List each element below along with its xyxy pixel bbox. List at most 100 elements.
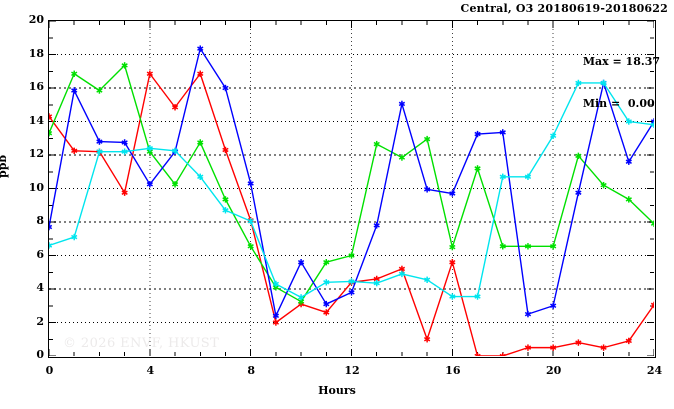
data-point-marker <box>297 259 305 266</box>
data-point-marker <box>171 104 179 111</box>
data-point-marker <box>146 70 153 77</box>
x-axis-title: Hours <box>318 384 356 397</box>
x-axis-tick-labels: 0 4 8 12 16 20 24 <box>0 364 674 380</box>
data-point-marker <box>222 207 229 214</box>
data-point-marker <box>197 70 204 77</box>
data-point-marker <box>49 223 53 231</box>
data-point-marker <box>499 173 506 180</box>
data-point-marker <box>423 276 431 283</box>
data-point-marker <box>323 300 330 308</box>
x-tick-label: 20 <box>546 364 562 377</box>
data-point-marker <box>524 344 532 351</box>
data-point-marker <box>323 259 330 266</box>
data-point-marker <box>575 189 582 196</box>
data-point-marker <box>650 121 654 129</box>
y-tick-label: 10 <box>28 180 44 194</box>
data-point-marker <box>423 336 431 343</box>
x-tick-label: 12 <box>344 364 360 377</box>
data-point-marker <box>272 312 280 319</box>
y-tick-label: 6 <box>36 247 44 261</box>
y-tick-label: 18 <box>28 46 44 60</box>
data-point-marker <box>575 152 582 160</box>
data-point-marker <box>247 180 254 187</box>
y-tick-label: 8 <box>36 214 44 227</box>
data-point-marker <box>398 154 406 161</box>
data-point-marker <box>171 181 179 188</box>
statistics-annotation: Max = 18.37 Min = 0.00 <box>583 27 660 139</box>
data-point-marker <box>575 339 582 346</box>
y-tick-label: 12 <box>28 147 44 160</box>
data-point-marker <box>146 181 153 188</box>
data-point-marker <box>524 173 532 180</box>
data-point-marker <box>197 139 204 146</box>
data-point-marker <box>600 344 607 351</box>
data-point-marker <box>323 279 330 286</box>
data-point-marker <box>49 113 53 120</box>
data-point-marker <box>625 337 632 345</box>
data-point-marker <box>272 319 280 326</box>
data-point-marker <box>146 145 153 152</box>
data-point-marker <box>348 252 355 259</box>
x-tick-label: 4 <box>146 364 155 377</box>
data-point-marker <box>625 158 632 165</box>
data-point-marker <box>247 243 254 250</box>
plot-area <box>48 20 656 358</box>
data-point-marker <box>625 196 632 203</box>
data-point-marker <box>423 186 431 193</box>
data-point-marker <box>121 139 128 146</box>
data-point-marker <box>71 87 78 94</box>
data-point-marker <box>474 165 481 172</box>
data-point-marker <box>49 242 53 249</box>
data-point-marker <box>222 84 229 92</box>
data-point-marker <box>71 233 78 241</box>
data-point-marker <box>650 220 654 227</box>
x-tick-label: 16 <box>445 364 461 377</box>
data-point-marker <box>398 270 406 278</box>
y-tick-label: 2 <box>36 314 44 328</box>
data-point-marker <box>348 278 355 285</box>
data-point-marker <box>247 217 254 225</box>
y-tick-label: 4 <box>36 281 44 294</box>
chart-title: Central, O3 20180619-20180622 <box>460 2 668 15</box>
data-point-marker <box>323 309 330 316</box>
data-point-marker <box>499 129 506 136</box>
data-point-marker <box>297 294 305 301</box>
data-point-marker <box>423 135 431 143</box>
data-point-marker <box>524 243 532 250</box>
y-tick-label: 14 <box>28 113 44 127</box>
data-point-marker <box>373 279 380 287</box>
data-point-marker <box>499 243 506 250</box>
y-tick-label: 16 <box>28 80 44 93</box>
data-point-marker <box>96 148 103 155</box>
data-point-marker <box>449 190 456 197</box>
data-point-marker <box>625 118 632 125</box>
data-point-marker <box>575 79 582 87</box>
data-point-marker <box>96 87 103 94</box>
max-value-label: Max = 18.37 <box>582 55 660 68</box>
data-point-marker <box>373 222 380 229</box>
data-point-marker <box>600 79 607 87</box>
data-point-marker <box>121 62 128 69</box>
data-point-marker <box>550 302 557 309</box>
data-point-marker <box>550 132 557 139</box>
data-point-marker <box>222 146 229 154</box>
data-point-marker <box>222 196 229 203</box>
data-point-marker <box>474 352 481 356</box>
data-point-marker <box>600 181 607 189</box>
data-point-marker <box>650 301 654 309</box>
data-point-marker <box>71 147 78 155</box>
y-tick-label: 0 <box>36 348 44 361</box>
data-point-marker <box>650 118 654 125</box>
y-tick-label: 20 <box>28 13 44 26</box>
data-point-marker <box>197 173 204 180</box>
plot-svg <box>49 21 654 356</box>
data-point-marker <box>398 100 406 108</box>
data-point-marker <box>96 138 103 145</box>
y-axis-tick-labels: 20 18 16 14 12 10 8 6 4 2 0 <box>10 0 44 409</box>
data-point-marker <box>121 189 128 196</box>
min-value-label: Min = 0.00 <box>582 97 655 110</box>
series-line <box>49 64 654 303</box>
data-point-marker <box>197 45 204 52</box>
data-point-marker <box>348 289 355 296</box>
